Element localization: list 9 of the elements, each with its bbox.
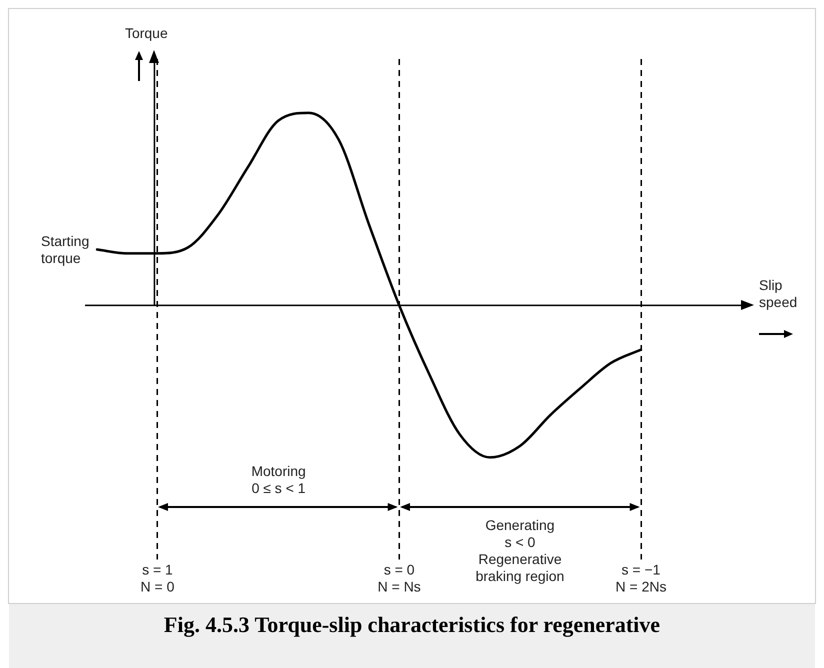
text: Generating s < 0 Regenerative braking region <box>476 517 564 586</box>
text: Fig. 4.5.3 Torque-slip characteristics for regenerative <box>9 604 815 668</box>
text: Motoring 0 ≤ s < 1 <box>251 463 306 498</box>
annotation: Starting torque <box>41 232 90 267</box>
x-tick-label: s = −1 N = 2Ns <box>616 562 666 594</box>
text: Torque <box>124 25 168 42</box>
x-tick-label: s = 0 N = Ns <box>378 562 421 594</box>
text: Slip speed <box>759 277 798 312</box>
x-tick-label: s = 1 N = 0 <box>140 562 175 594</box>
